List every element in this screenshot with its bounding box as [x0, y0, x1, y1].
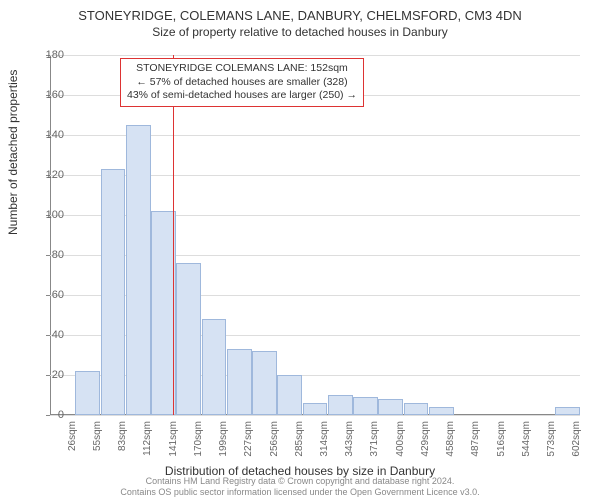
x-tick-label: 314sqm — [319, 421, 330, 457]
x-tick-label: 112sqm — [142, 421, 153, 456]
x-tick-label: 285sqm — [294, 421, 305, 457]
histogram-bar — [555, 407, 580, 415]
grid-line — [50, 55, 580, 56]
y-tick-label: 20 — [34, 369, 64, 381]
annotation-line: ← 57% of detached houses are smaller (32… — [127, 76, 357, 90]
footer-line-1: Contains HM Land Registry data © Crown c… — [0, 476, 600, 487]
histogram-bar — [252, 351, 277, 415]
y-tick-label: 100 — [34, 209, 64, 221]
y-axis-line — [50, 55, 51, 415]
histogram-bar — [227, 349, 252, 415]
y-tick-label: 160 — [34, 89, 64, 101]
x-tick-label: 429sqm — [420, 421, 431, 457]
annotation-box: STONEYRIDGE COLEMANS LANE: 152sqm← 57% o… — [120, 58, 364, 107]
histogram-bar — [404, 403, 429, 415]
x-tick-label: 371sqm — [369, 421, 380, 457]
x-tick-label: 199sqm — [218, 421, 229, 457]
x-tick-label: 343sqm — [344, 421, 355, 457]
x-tick-label: 400sqm — [395, 421, 406, 457]
x-tick-label: 227sqm — [243, 421, 254, 457]
footer-line-2: Contains OS public sector information li… — [0, 487, 600, 498]
y-tick-label: 60 — [34, 289, 64, 301]
y-tick-label: 140 — [34, 129, 64, 141]
x-tick-label: 83sqm — [117, 421, 128, 451]
y-tick-label: 180 — [34, 49, 64, 61]
x-tick-label: 544sqm — [521, 421, 532, 457]
y-tick-label: 40 — [34, 329, 64, 341]
reference-line — [173, 55, 174, 415]
histogram-bar — [303, 403, 328, 415]
x-tick-label: 458sqm — [445, 421, 456, 457]
grid-line — [50, 415, 580, 416]
y-tick-label: 80 — [34, 249, 64, 261]
y-tick-label: 120 — [34, 169, 64, 181]
histogram-bar — [353, 397, 378, 415]
chart-footer: Contains HM Land Registry data © Crown c… — [0, 476, 600, 498]
chart-subtitle: Size of property relative to detached ho… — [0, 25, 600, 39]
x-tick-label: 26sqm — [67, 421, 78, 451]
histogram-bar — [101, 169, 126, 415]
histogram-bar — [429, 407, 454, 415]
plot-area: STONEYRIDGE COLEMANS LANE: 152sqm← 57% o… — [50, 55, 580, 415]
histogram-bar — [202, 319, 227, 415]
annotation-line: 43% of semi-detached houses are larger (… — [127, 89, 357, 103]
x-tick-label: 141sqm — [168, 421, 179, 457]
chart-title: STONEYRIDGE, COLEMANS LANE, DANBURY, CHE… — [0, 0, 600, 23]
histogram-bar — [126, 125, 151, 415]
histogram-bar — [277, 375, 302, 415]
x-tick-label: 487sqm — [470, 421, 481, 457]
x-tick-label: 602sqm — [571, 421, 582, 457]
x-tick-label: 256sqm — [269, 421, 280, 457]
chart-container: STONEYRIDGE, COLEMANS LANE, DANBURY, CHE… — [0, 0, 600, 500]
y-tick-label: 0 — [34, 409, 64, 421]
x-tick-label: 170sqm — [193, 421, 204, 457]
histogram-bar — [378, 399, 403, 415]
histogram-bar — [176, 263, 201, 415]
y-axis-label: Number of detached properties — [6, 70, 20, 235]
x-tick-label: 573sqm — [546, 421, 557, 457]
x-tick-label: 516sqm — [496, 421, 507, 457]
annotation-line: STONEYRIDGE COLEMANS LANE: 152sqm — [127, 62, 357, 76]
histogram-bar — [328, 395, 353, 415]
histogram-bar — [75, 371, 100, 415]
x-tick-label: 55sqm — [92, 421, 103, 451]
